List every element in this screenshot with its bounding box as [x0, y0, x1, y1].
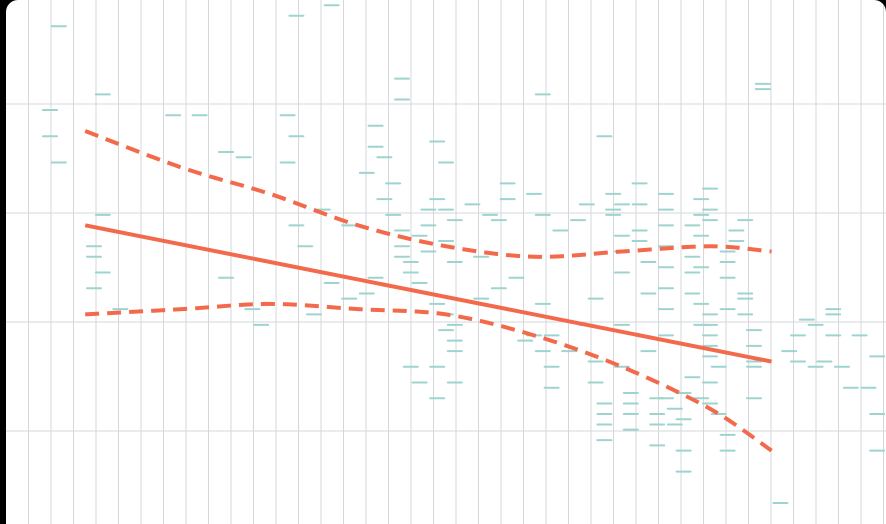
fit-lines [84, 129, 773, 453]
scatter-chart [6, 0, 886, 524]
regression-line [84, 223, 772, 364]
upper-confidence-line [84, 129, 772, 259]
chart-card [6, 0, 886, 524]
grid [6, 0, 886, 524]
lower-confidence-line [85, 301, 773, 453]
data-points [42, 4, 886, 505]
